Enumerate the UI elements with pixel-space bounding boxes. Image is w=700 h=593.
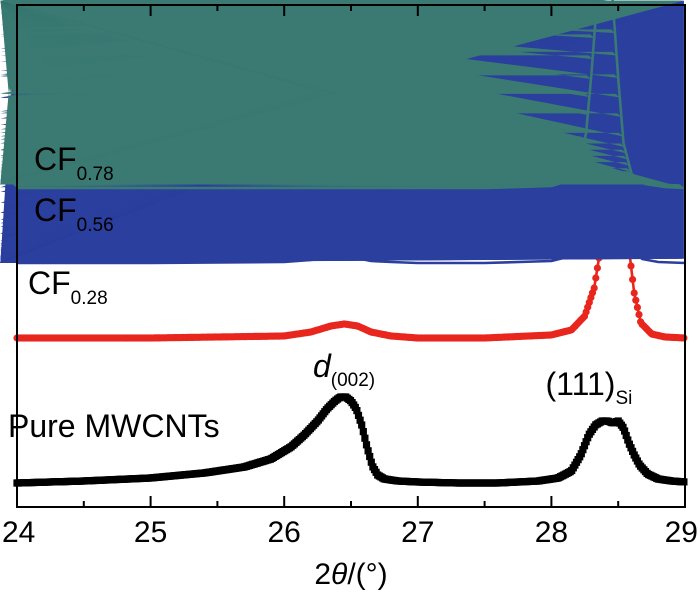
series-pure-mwcnts — [13, 393, 688, 487]
x-axis-title: 2θ/(°) — [314, 558, 387, 591]
data-point-cf0-78 — [0, 0, 612, 1]
x-tick-label: 27 — [401, 516, 434, 549]
markers-pure-mwcnts — [13, 393, 688, 487]
data-point-cf0-28 — [592, 274, 600, 282]
si111-label: (111)Si — [546, 366, 633, 409]
x-tick-label: 29 — [665, 516, 698, 549]
data-point-cf0-28 — [627, 262, 635, 270]
data-point-pure-mwcnts — [680, 478, 688, 486]
series-cf0-28 — [13, 179, 688, 342]
series-label-cf0-56: CF0.56 — [34, 192, 114, 236]
data-point-pure-mwcnts — [362, 441, 371, 449]
series-label-cf0-28: CF0.28 — [28, 265, 108, 309]
series-label-cf0-78: CF0.78 — [34, 141, 114, 185]
x-tick-label: 28 — [535, 516, 568, 549]
x-tick-label: 26 — [268, 516, 301, 549]
markers-cf0-78 — [0, 0, 684, 189]
data-point-cf0-28 — [630, 289, 638, 297]
d002-label: d(002) — [313, 348, 375, 391]
data-point-cf0-28 — [629, 275, 637, 284]
data-point-cf0-28 — [633, 303, 641, 311]
data-point-cf0-78 — [0, 0, 684, 188]
data-point-pure-mwcnts — [358, 421, 366, 429]
data-point-pure-mwcnts — [361, 434, 369, 442]
data-point-cf0-28 — [680, 334, 688, 342]
series-cf0-78 — [0, 0, 686, 190]
data-point-pure-mwcnts — [364, 447, 372, 455]
ticks-layer: 24 25 26 27 28 29 — [2, 5, 698, 549]
data-point-pure-mwcnts — [359, 428, 367, 436]
x-tick-label: 25 — [134, 516, 167, 549]
data-point-cf0-28 — [632, 296, 640, 304]
labels-layer: Pure MWCNTs CF0.28 CF0.56 CF0.78 d(002) (111)… — [8, 141, 632, 444]
data-point-cf0-28 — [635, 311, 643, 319]
data-point-cf0-56 — [0, 0, 684, 264]
series-label-pure-mwcnts: Pure MWCNTs — [8, 408, 220, 444]
data-point-pure-mwcnts — [366, 452, 374, 461]
series-layer — [0, 0, 688, 487]
data-point-cf0-28 — [590, 284, 598, 292]
markers-cf0-28 — [13, 179, 688, 342]
x-tick-label: 24 — [2, 516, 35, 549]
data-point-cf0-28 — [593, 264, 601, 272]
